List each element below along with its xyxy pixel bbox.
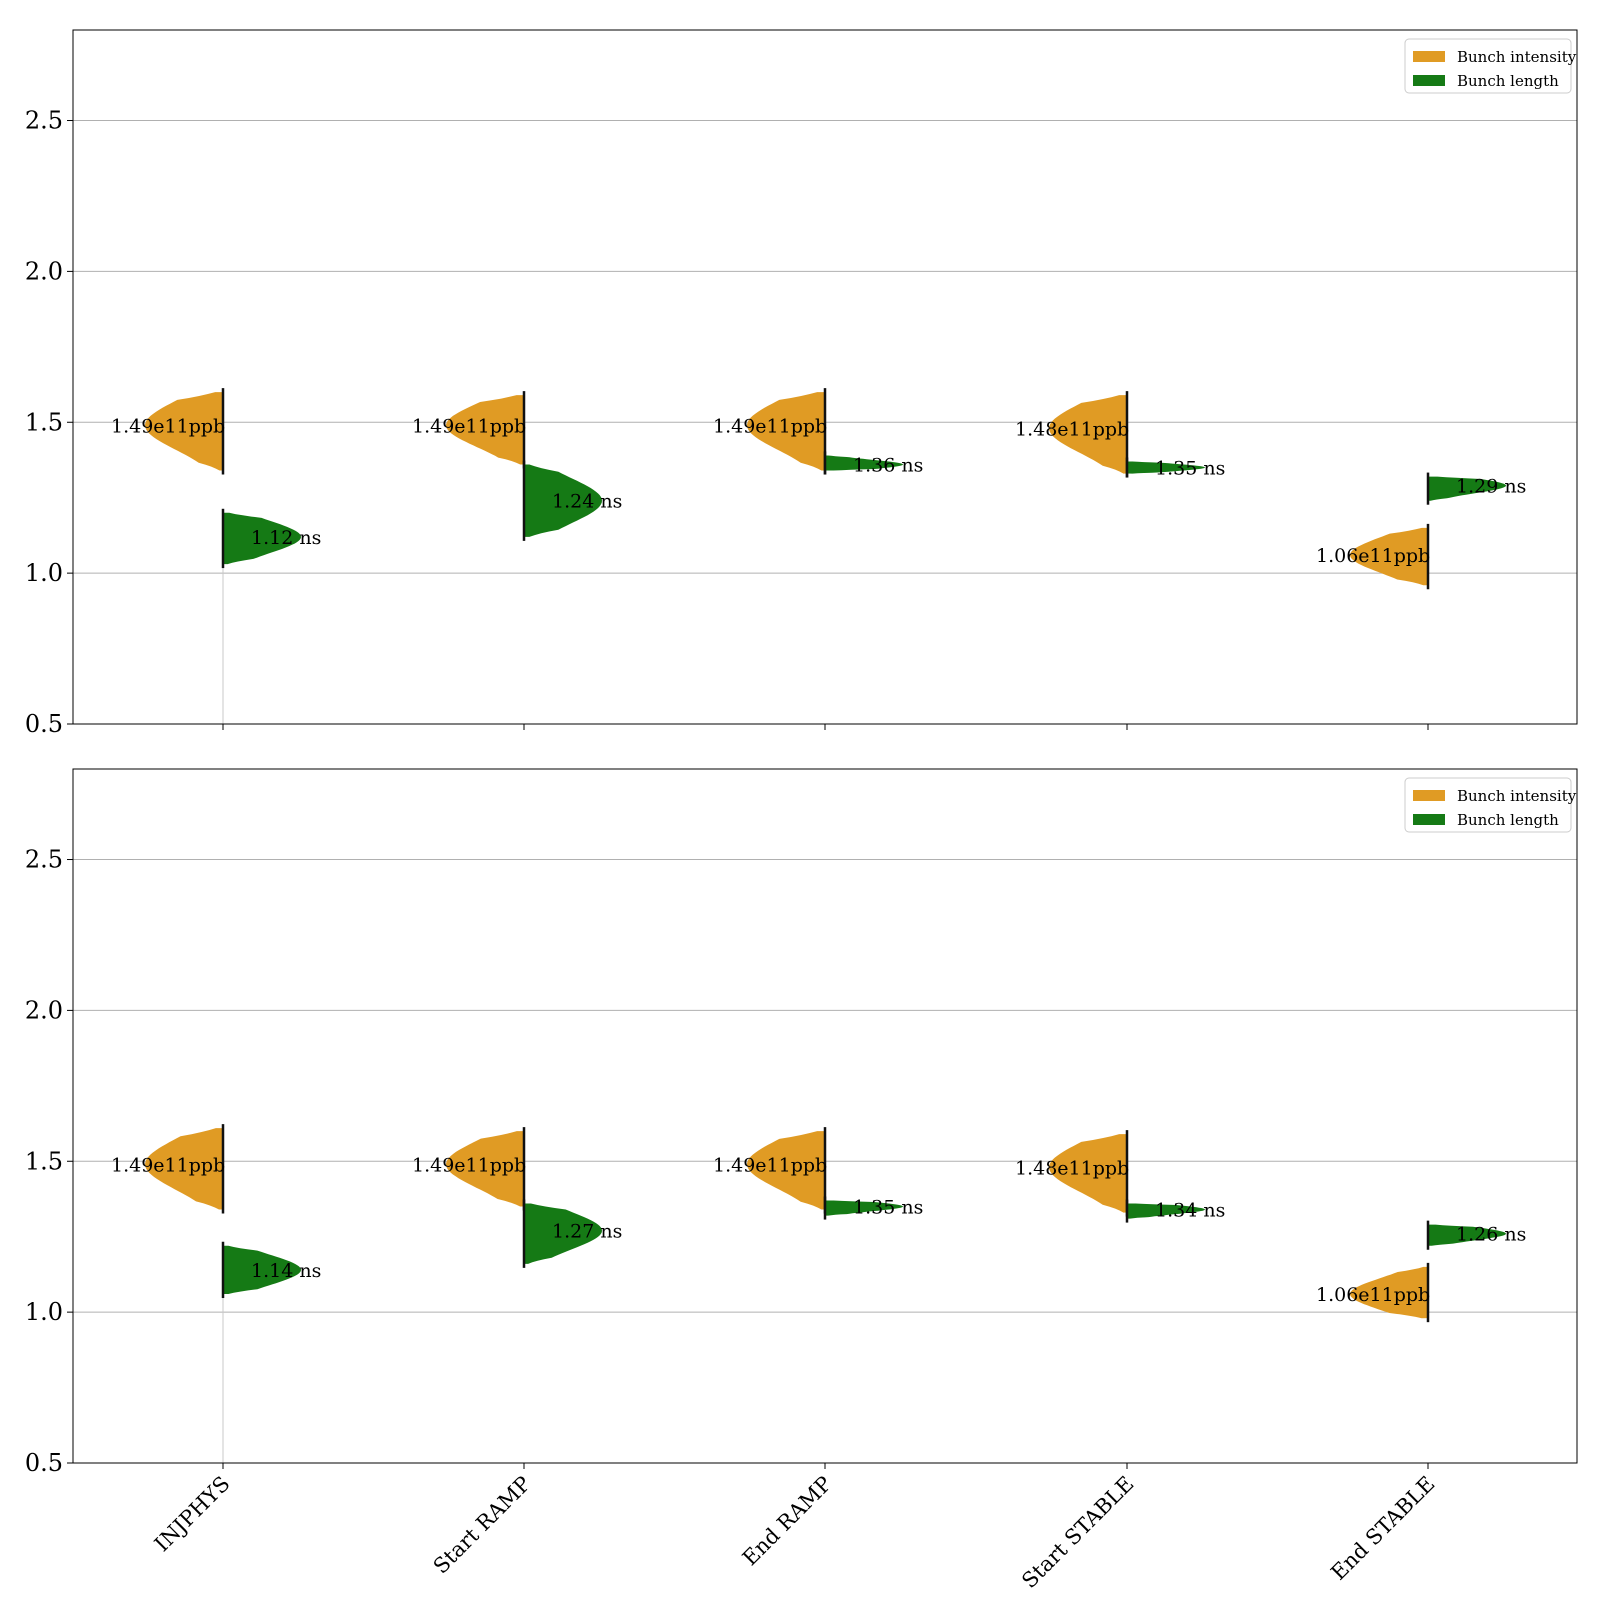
legend: Bunch intensity Bunch length	[1404, 38, 1577, 94]
intensity-label: 1.49e11ppb	[111, 1154, 225, 1176]
length-label: 1.12 ns	[251, 527, 321, 549]
length-violin	[1127, 1203, 1205, 1219]
plot-frame	[72, 768, 1578, 1464]
y-tick-label: 2.0	[25, 257, 63, 285]
length-label: 1.35 ns	[853, 1197, 923, 1219]
length-label: 1.24 ns	[552, 491, 622, 513]
x-tick-label: End STABLE	[1326, 1472, 1439, 1585]
intensity-label: 1.49e11ppb	[412, 415, 526, 437]
x-tick-label: Start STABLE	[1017, 1472, 1138, 1593]
legend-label: Bunch length	[1457, 811, 1559, 829]
x-tick-label: End RAMP	[738, 1472, 837, 1571]
intensity-label: 1.49e11ppb	[111, 415, 225, 437]
y-tick-label: 2.5	[25, 107, 63, 135]
legend-label: Bunch intensity	[1457, 787, 1577, 805]
x-tick-label: INJPHYS	[150, 1472, 235, 1557]
length-label: 1.27 ns	[552, 1221, 622, 1243]
legend-swatch	[1413, 814, 1445, 825]
y-tick-label: 1.0	[25, 1298, 63, 1326]
length-label: 1.35 ns	[1155, 458, 1225, 480]
legend-label: Bunch intensity	[1457, 48, 1577, 66]
y-tick-label: 0.5	[25, 1449, 63, 1477]
intensity-violin	[747, 1131, 825, 1210]
intensity-violin	[1350, 1266, 1428, 1319]
intensity-violin	[1350, 527, 1428, 586]
length-violin	[223, 1245, 301, 1295]
legend-box	[1404, 38, 1572, 94]
y-tick-label: 1.5	[25, 1147, 63, 1175]
length-label: 1.14 ns	[251, 1260, 321, 1282]
intensity-violin	[1049, 395, 1127, 474]
intensity-violin	[145, 1128, 223, 1210]
length-label: 1.36 ns	[853, 455, 923, 477]
intensity-label: 1.49e11ppb	[713, 1154, 827, 1176]
length-violin	[524, 464, 602, 537]
legend-swatch	[1413, 790, 1445, 801]
intensity-label: 1.48e11ppb	[1015, 1157, 1129, 1179]
x-tick-label: Start RAMP	[429, 1472, 536, 1579]
legend-box	[1404, 777, 1572, 833]
y-tick-label: 0.5	[25, 710, 63, 738]
legend: Bunch intensity Bunch length	[1404, 777, 1577, 833]
plot-frame	[72, 29, 1578, 725]
length-violin	[524, 1203, 602, 1264]
panel-2: 0.5 1.0 1.5 2.0 2.5 1.49e11ppb 1.49e11ppb 1.49e…	[25, 768, 1578, 1593]
length-label: 1.34 ns	[1155, 1200, 1225, 1222]
length-violin	[1428, 1224, 1506, 1246]
intensity-label: 1.48e11ppb	[1015, 418, 1129, 440]
panel-1: 0.5 1.0 1.5 2.0 2.5 1.49e11ppb 1.49e11ppb 1.49e…	[25, 29, 1578, 738]
length-violin	[1127, 461, 1205, 474]
legend-swatch	[1413, 75, 1445, 86]
y-tick-label: 1.0	[25, 559, 63, 587]
intensity-violin	[446, 1131, 524, 1207]
length-label: 1.26 ns	[1456, 1224, 1526, 1246]
y-tick-label: 1.5	[25, 408, 63, 436]
intensity-label: 1.06e11ppb	[1316, 545, 1430, 567]
intensity-label: 1.49e11ppb	[713, 415, 827, 437]
length-violin	[223, 512, 301, 565]
y-tick-label: 2.0	[25, 996, 63, 1024]
intensity-violin	[446, 395, 524, 465]
intensity-label: 1.49e11ppb	[412, 1154, 526, 1176]
intensity-label: 1.06e11ppb	[1316, 1284, 1430, 1306]
intensity-violin	[145, 392, 223, 471]
y-tick-label: 2.5	[25, 846, 63, 874]
length-violin	[825, 455, 903, 471]
legend-swatch	[1413, 51, 1445, 62]
intensity-violin	[1049, 1134, 1127, 1213]
length-violin	[825, 1200, 903, 1216]
length-violin	[1428, 476, 1506, 501]
intensity-violin	[747, 392, 825, 471]
legend-label: Bunch length	[1457, 72, 1559, 90]
length-label: 1.29 ns	[1456, 476, 1526, 498]
